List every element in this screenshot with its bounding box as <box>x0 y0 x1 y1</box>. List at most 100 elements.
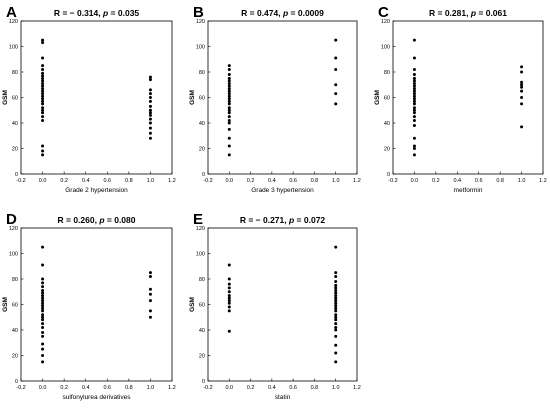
x-tick-label: 0.2 <box>247 385 255 391</box>
x-tick-label: 0.8 <box>311 178 319 184</box>
x-tick-label: 0.0 <box>39 385 47 391</box>
data-point <box>148 136 152 140</box>
y-tick-label: 40 <box>199 328 205 334</box>
data-point <box>412 79 416 83</box>
data-point <box>41 291 45 295</box>
data-point <box>41 89 45 93</box>
panel-letter: E <box>193 211 203 228</box>
data-point <box>41 106 45 110</box>
x-tick-label: 1.0 <box>147 178 155 184</box>
data-point <box>227 144 231 148</box>
y-tick-label: 120 <box>9 19 18 25</box>
y-tick-label: 40 <box>199 121 205 127</box>
data-point <box>227 84 231 88</box>
panel-a: A R = − 0.314, p = 0.035 -0.2 0.0 0.2 0.4 0.6 0… <box>2 4 176 194</box>
data-point <box>41 285 45 289</box>
x-tick-label: 1.2 <box>168 178 176 184</box>
data-point <box>412 147 416 150</box>
data-point <box>227 99 231 103</box>
data-point <box>227 294 231 298</box>
x-tick-label: 0.6 <box>103 178 111 184</box>
data-point <box>148 287 152 291</box>
y-tick-label: 60 <box>12 96 18 102</box>
plot-frame <box>20 227 173 382</box>
data-point <box>41 294 45 298</box>
x-tick-label: 0.6 <box>289 385 297 391</box>
y-tick-label: 0 <box>15 379 18 385</box>
data-point <box>41 38 45 42</box>
x-tick-label: 0.8 <box>125 178 133 184</box>
data-point <box>41 64 45 68</box>
data-point <box>148 309 152 313</box>
data-point <box>412 102 416 106</box>
data-point <box>41 81 45 85</box>
data-point <box>334 92 338 96</box>
x-tick-label: 0.2 <box>60 385 68 391</box>
data-point <box>412 73 416 77</box>
data-point <box>41 325 45 329</box>
data-point <box>334 334 338 338</box>
y-tick-label: 100 <box>381 45 390 51</box>
data-point <box>227 263 231 267</box>
data-point <box>41 153 45 157</box>
y-tick-label: 0 <box>202 379 205 385</box>
panel-e: E R = − 0.271, p = 0.072 -0.2 0.0 0.2 0.4 0.6 0… <box>189 211 361 401</box>
data-point <box>41 76 45 80</box>
data-point <box>520 65 524 69</box>
data-point <box>334 299 338 303</box>
x-tick-label: 0.0 <box>39 178 47 184</box>
data-point <box>41 79 45 83</box>
data-point <box>227 118 231 122</box>
data-point <box>227 329 231 333</box>
y-tick-label: 0 <box>387 172 390 178</box>
data-point <box>227 76 231 80</box>
x-tick-label: 1.2 <box>168 385 176 391</box>
data-point <box>412 106 416 110</box>
data-point <box>148 271 152 275</box>
y-tick-label: 80 <box>199 277 205 283</box>
x-tick-label: 1.0 <box>332 178 340 184</box>
y-axis-label: GSM <box>2 90 9 105</box>
data-point <box>334 304 338 308</box>
data-point <box>412 115 416 119</box>
y-tick-label: 20 <box>199 147 205 153</box>
data-point <box>412 67 416 71</box>
y-tick-label: 0 <box>202 172 205 178</box>
x-tick-label: 0.4 <box>268 178 276 184</box>
x-tick-label: -0.2 <box>16 385 25 391</box>
data-point <box>334 351 338 355</box>
data-point <box>41 306 45 310</box>
y-tick-label: 20 <box>199 354 205 360</box>
y-tick-label: 20 <box>12 147 18 153</box>
data-point <box>41 115 45 119</box>
y-tick-label: 80 <box>384 70 390 76</box>
data-point <box>41 92 45 96</box>
data-point <box>148 274 152 278</box>
data-point <box>227 102 231 106</box>
data-point <box>41 288 45 292</box>
y-tick-label: 60 <box>384 96 390 102</box>
x-tick-label: -0.2 <box>16 178 25 184</box>
data-point <box>41 263 45 267</box>
panel-letter: B <box>193 4 204 21</box>
data-point <box>148 121 152 125</box>
data-point <box>41 97 45 101</box>
data-point <box>148 78 152 82</box>
y-axis-label: GSM <box>2 297 9 312</box>
data-point <box>334 83 338 87</box>
y-tick-label: 20 <box>12 354 18 360</box>
chart-title: R = − 0.314, p = 0.035 <box>54 8 140 18</box>
data-point <box>334 318 338 322</box>
data-point <box>227 309 231 313</box>
data-point <box>148 92 152 96</box>
data-point <box>412 81 416 85</box>
data-point <box>412 144 416 148</box>
data-point <box>227 89 231 93</box>
data-point <box>41 315 45 319</box>
data-point <box>41 144 45 148</box>
data-point <box>334 38 338 42</box>
y-tick-label: 120 <box>196 19 205 25</box>
x-tick-label: -0.2 <box>203 178 212 184</box>
y-tick-label: 60 <box>199 303 205 309</box>
